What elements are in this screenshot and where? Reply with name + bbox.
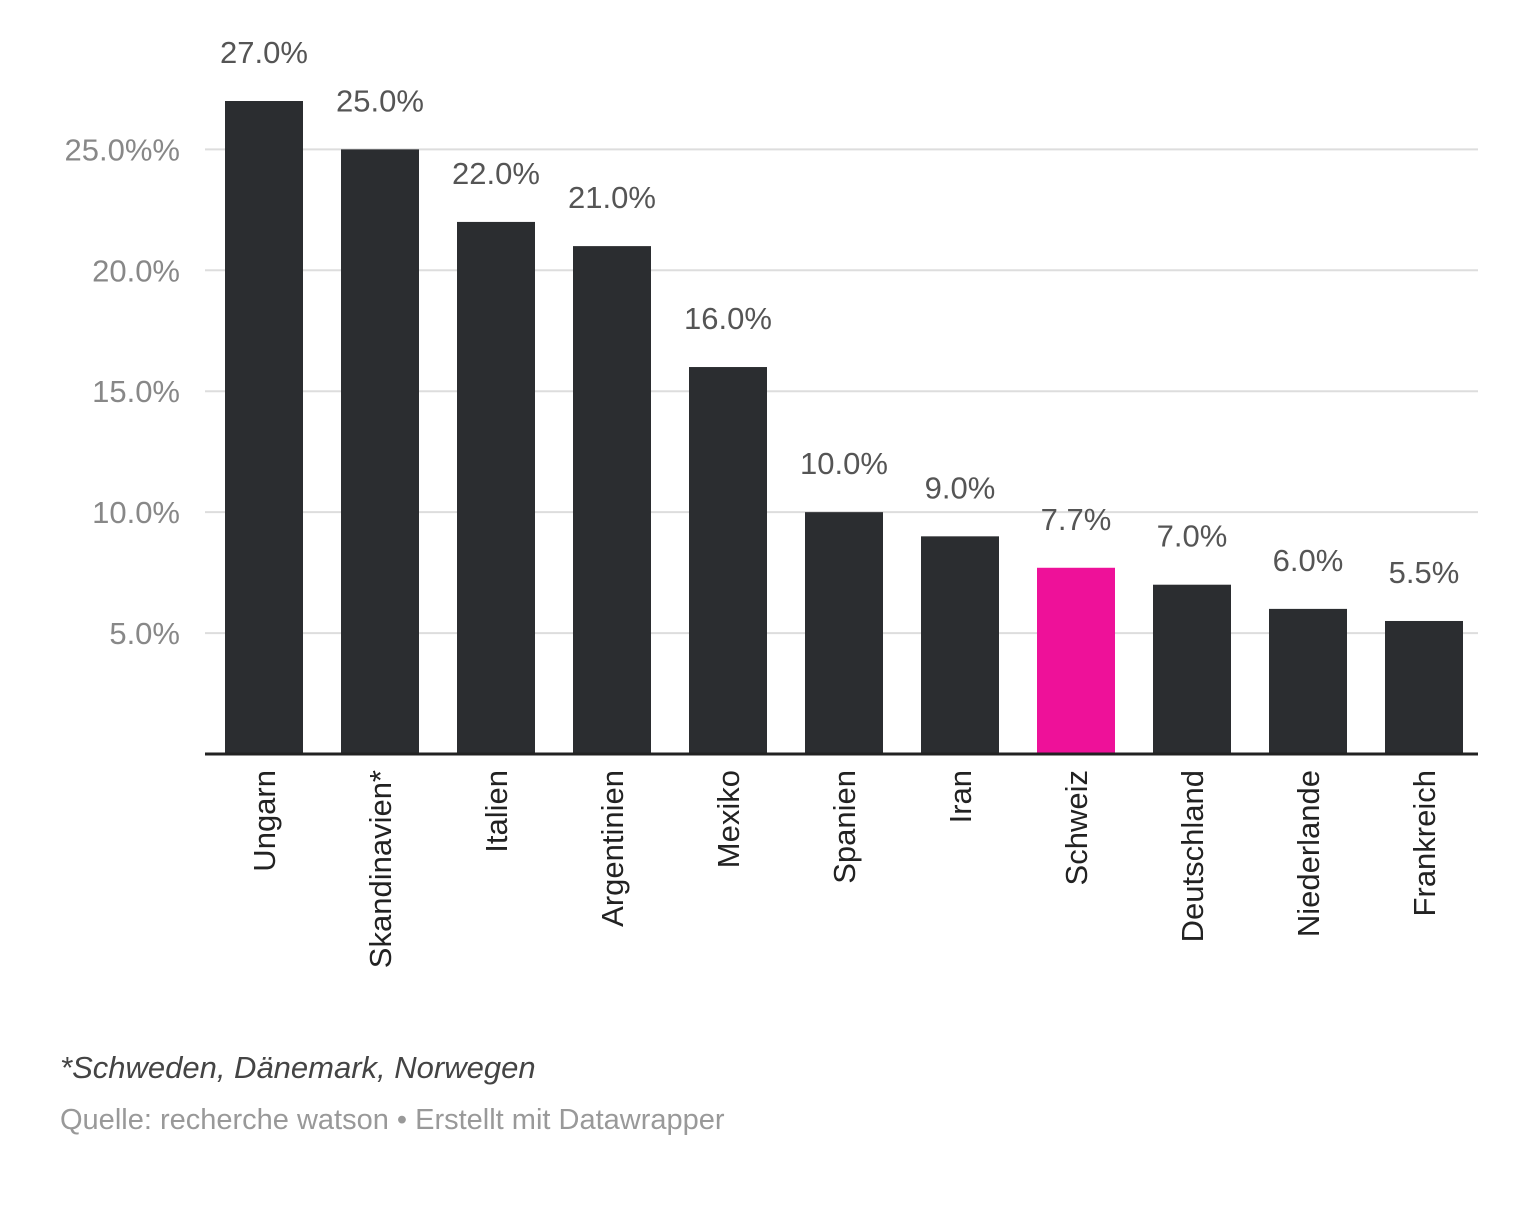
x-tick-label: Ungarn bbox=[247, 770, 282, 872]
footnote: *Schweden, Dänemark, Norwegen bbox=[60, 1050, 536, 1085]
value-label: 7.0% bbox=[1157, 519, 1228, 554]
bar bbox=[225, 101, 303, 754]
y-tick-label: 20.0% bbox=[92, 253, 180, 288]
x-tick-label: Skandinavien* bbox=[363, 770, 398, 968]
x-tick-label: Spanien bbox=[827, 770, 862, 884]
x-tick-label: Iran bbox=[943, 770, 978, 823]
bar bbox=[689, 367, 767, 754]
x-tick-label: Italien bbox=[479, 770, 514, 853]
bar bbox=[1153, 584, 1231, 754]
value-label: 25.0% bbox=[336, 83, 424, 118]
x-tick-label: Deutschland bbox=[1175, 770, 1210, 942]
value-label: 6.0% bbox=[1273, 543, 1344, 578]
x-tick-label: Mexiko bbox=[711, 770, 746, 868]
x-tick-label: Frankreich bbox=[1407, 770, 1442, 916]
value-label: 5.5% bbox=[1389, 555, 1460, 590]
bars bbox=[225, 101, 1463, 755]
value-label: 21.0% bbox=[568, 180, 656, 215]
bar bbox=[1037, 567, 1115, 754]
value-label: 27.0% bbox=[220, 35, 308, 70]
x-tick-label: Niederlande bbox=[1291, 770, 1326, 937]
bar bbox=[1269, 608, 1347, 754]
x-axis-labels: Ungarn Skandinavien* Italien Argentinien Mex… bbox=[247, 770, 1442, 968]
y-axis-ticks: 5.0% 10.0% 15.0% 20.0% 25.0%% bbox=[65, 132, 180, 651]
value-label: 10.0% bbox=[800, 446, 888, 481]
value-label: 7.7% bbox=[1041, 502, 1112, 537]
value-labels: 27.0% 25.0% 22.0% 21.0% 16.0% 10.0% 9.0% 7.7% 7.… bbox=[220, 35, 1459, 590]
bar bbox=[921, 536, 999, 754]
x-tick-label: Schweiz bbox=[1059, 770, 1094, 885]
source-line: Quelle: recherche watson • Erstellt mit … bbox=[60, 1104, 725, 1136]
x-tick-label: Argentinien bbox=[595, 770, 630, 927]
bar bbox=[341, 149, 419, 755]
y-tick-label: 25.0%% bbox=[65, 132, 180, 167]
value-label: 16.0% bbox=[684, 301, 772, 336]
bar bbox=[805, 512, 883, 754]
bar bbox=[457, 221, 535, 755]
value-label: 22.0% bbox=[452, 156, 540, 191]
bar bbox=[573, 246, 651, 754]
value-label: 9.0% bbox=[925, 470, 996, 505]
bar-chart: 5.0% 10.0% 15.0% 20.0% 25.0%% 27.0% 25.0% 22.0… bbox=[65, 35, 1478, 968]
bar bbox=[1385, 620, 1463, 754]
y-tick-label: 10.0% bbox=[92, 495, 180, 530]
y-tick-label: 5.0% bbox=[109, 616, 180, 651]
y-tick-label: 15.0% bbox=[92, 374, 180, 409]
